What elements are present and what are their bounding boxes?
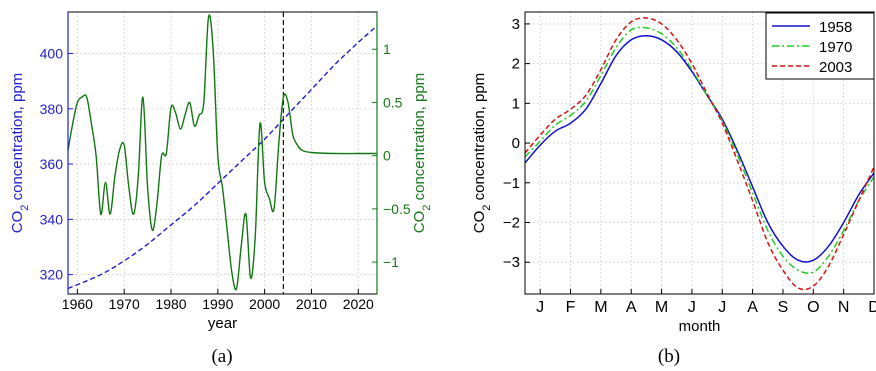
panel-a-x-axis-label: year xyxy=(208,315,237,332)
panel-a-caption: (a) xyxy=(211,346,232,367)
panel-a-left-y-tick-label: 400 xyxy=(40,45,64,61)
panel-b-x-tick-label: M xyxy=(655,299,668,316)
panel-a-left-y-tick-label: 380 xyxy=(40,101,64,117)
panel-a-right-y-tick-label: −1 xyxy=(383,254,399,270)
panel-b-x-tick-label: J xyxy=(718,299,726,316)
panel-a-left-y-axis-label: CO2 concentration, ppm xyxy=(9,73,31,233)
panel-a-series xyxy=(67,12,378,294)
chart-panel-b: J F M A M J J A S O N D −3 −2 −1 0 1 2 3 1958 1970 2003 mont… xyxy=(471,11,876,367)
panel-b-caption: (b) xyxy=(658,346,680,367)
panel-b-x-tick-label: A xyxy=(747,299,758,316)
panel-a-x-tick-label: 2010 xyxy=(296,296,327,312)
panel-b-x-tick-label: A xyxy=(626,299,637,316)
panel-a-x-tick-label: 2000 xyxy=(249,296,280,312)
panel-a-x-tick-label: 1980 xyxy=(155,296,186,312)
panel-b-x-tick-label: J xyxy=(688,299,696,316)
panel-a-x-tick-label: 1990 xyxy=(202,296,233,312)
panel-b-legend-label: 2003 xyxy=(819,59,852,76)
panel-b-ticks: J F M A M J J A S O N D −3 −2 −1 0 1 2 3 xyxy=(503,16,876,316)
panel-b-series xyxy=(524,17,875,291)
panel-b-y-axis-label: CO2 concentration, ppm xyxy=(471,73,493,233)
panel-b-y-tick-label: −2 xyxy=(503,215,520,232)
chart-panel-a: 1960 1970 1980 1990 2000 2010 2020 320 340 360 380… xyxy=(9,11,433,367)
panel-b-x-tick-label: F xyxy=(566,299,576,316)
panel-b-y-tick-label: −1 xyxy=(503,175,520,192)
panel-b-legend: 1958 1970 2003 xyxy=(765,12,875,80)
panel-a-left-y-tick-label: 320 xyxy=(40,267,64,283)
panel-a-right-y-tick-label: −0.5 xyxy=(383,201,411,217)
panel-b-legend-label: 1970 xyxy=(819,39,852,56)
panel-b-x-tick-label: N xyxy=(838,299,850,316)
panel-b-series-line-2003 xyxy=(524,17,875,291)
panel-a-right-y-tick-label: 0 xyxy=(383,148,391,164)
panel-a-left-y-tick-label: 340 xyxy=(40,211,64,227)
panel-a-x-tick-label: 1970 xyxy=(109,296,140,312)
panel-a-right-y-tick-label: 1 xyxy=(383,41,391,57)
panel-b-series-line-1970 xyxy=(524,26,875,275)
panel-b-plot-frame xyxy=(524,11,875,295)
panel-b-legend-label: 1958 xyxy=(819,19,852,36)
panel-b-y-tick-label: 0 xyxy=(512,135,520,152)
panel-a-ticks: 1960 1970 1980 1990 2000 2010 2020 320 340 360 380… xyxy=(40,41,411,312)
panel-a-right-y-axis-label: CO2 concentration, ppm xyxy=(411,73,433,233)
panel-b-y-tick-label: 1 xyxy=(512,95,520,112)
panel-b-x-tick-label: M xyxy=(594,299,607,316)
panel-b-y-tick-label: 2 xyxy=(512,56,520,73)
panel-b-x-tick-label: S xyxy=(778,299,789,316)
panel-b-x-tick-label: D xyxy=(868,299,876,316)
panel-b-y-tick-label: −3 xyxy=(503,254,520,271)
panel-b-x-tick-label: O xyxy=(807,299,819,316)
panel-b-y-tick-label: 3 xyxy=(512,16,520,33)
panel-a-left-y-tick-label: 360 xyxy=(40,156,64,172)
panel-a-x-tick-label: 1960 xyxy=(62,296,93,312)
panel-b-x-tick-label: J xyxy=(536,299,544,316)
panel-a-trend-series-line xyxy=(67,25,378,290)
panel-a-anomaly-series-line xyxy=(67,14,377,291)
panel-a-x-tick-label: 2020 xyxy=(343,296,374,312)
panel-b-x-axis-label: month xyxy=(679,318,721,335)
panel-a-right-y-tick-label: 0.5 xyxy=(383,94,403,110)
panel-b-series-line-1958 xyxy=(524,35,875,263)
